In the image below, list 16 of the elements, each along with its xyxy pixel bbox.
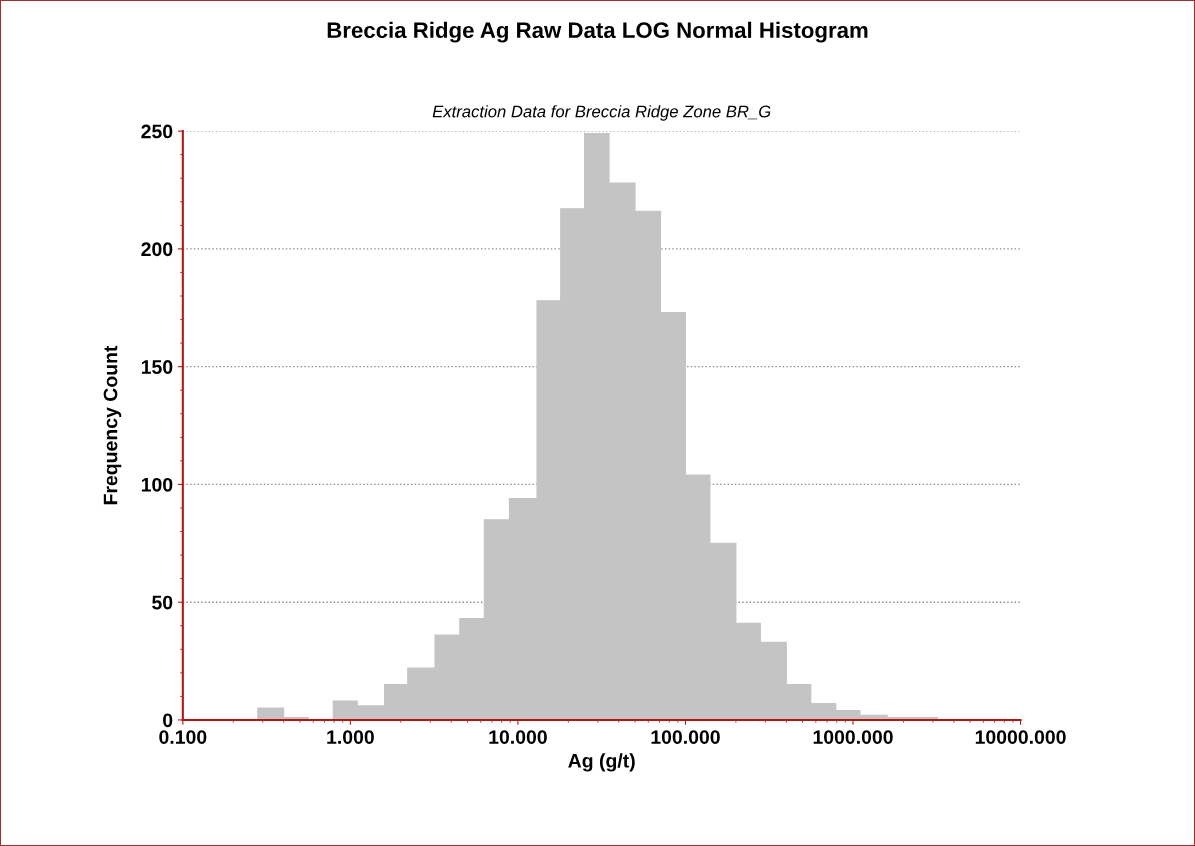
x-tick-label: 100.000: [651, 730, 720, 744]
y-tick-label: 200: [141, 242, 173, 257]
y-tick-label: 100: [141, 477, 173, 492]
y-axis-title: Frequency Count: [103, 345, 122, 505]
x-axis-title: Ag (g/t): [568, 753, 635, 772]
x-tick-label: 1.000: [327, 730, 374, 744]
y-tick-label: 0: [163, 713, 173, 728]
y-tick-label: 50: [152, 595, 173, 610]
x-tick-label: 10000.000: [975, 730, 1066, 744]
chart-title: Breccia Ridge Ag Raw Data LOG Normal Histogram: [327, 21, 868, 43]
x-tick-label: 0.100: [159, 730, 207, 744]
chart-subtitle: Extraction Data for Breccia Ridge Zone BR_G: [432, 105, 771, 121]
x-tick-label: 10.000: [489, 730, 547, 744]
x-tick-label: 1000.000: [813, 730, 893, 744]
y-tick-label: 250: [141, 124, 173, 139]
y-tick-label: 150: [141, 360, 173, 374]
